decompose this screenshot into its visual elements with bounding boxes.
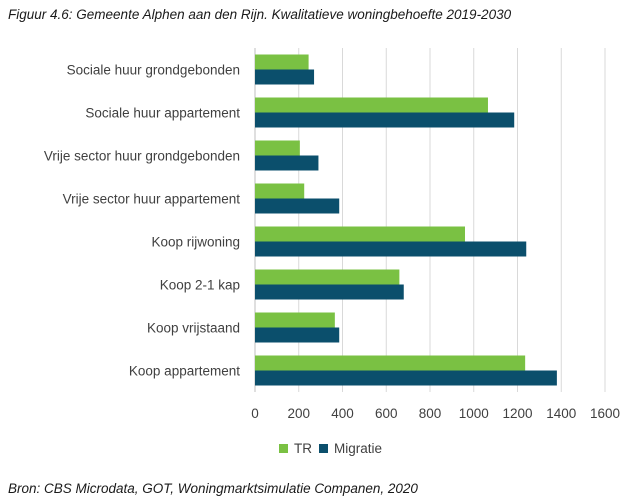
x-tick-label-600: 600 — [375, 406, 398, 421]
bar-migratie-7 — [255, 370, 557, 386]
bar-tr-3 — [255, 183, 305, 199]
y-category-label-1: Sociale huur appartement — [85, 106, 240, 121]
bar-tr-0 — [255, 54, 309, 70]
x-tick-label-800: 800 — [419, 406, 442, 421]
bar-migratie-4 — [255, 241, 527, 257]
bar-chart: 0 200 400 600 800 1000 1200 1400 1600 Sociale huu… — [44, 48, 620, 421]
y-category-label-7: Koop appartement — [129, 364, 240, 379]
figure-source: Bron: CBS Microdata, GOT, Woningmarktsim… — [8, 481, 418, 496]
bar-tr-1 — [255, 97, 488, 113]
y-category-label-6: Koop vrijstaand — [147, 321, 240, 336]
y-category-label-4: Koop rijwoning — [151, 235, 240, 250]
legend-swatch-migratie — [319, 444, 328, 453]
y-category-label-0: Sociale huur grondgebonden — [67, 63, 240, 78]
bar-migratie-1 — [255, 112, 515, 128]
legend-item-tr: TR — [279, 441, 312, 456]
legend-item-migratie: Migratie — [319, 441, 382, 456]
legend-label-migratie: Migratie — [334, 441, 383, 456]
y-category-label-5: Koop 2-1 kap — [160, 278, 240, 293]
bar-tr-7 — [255, 355, 526, 371]
x-tick-label-1600: 1600 — [590, 406, 620, 421]
y-category-label-3: Vrije sector huur appartement — [63, 192, 241, 207]
x-tick-label-400: 400 — [331, 406, 354, 421]
chart-legend: TR Migratie — [0, 441, 637, 461]
bar-tr-5 — [255, 269, 400, 285]
bar-tr-6 — [255, 312, 335, 328]
legend-swatch-tr — [279, 444, 288, 453]
bar-tr-4 — [255, 226, 465, 242]
figure-title: Figuur 4.6: Gemeente Alphen aan den Rijn… — [8, 7, 512, 22]
x-tick-label-200: 200 — [287, 406, 310, 421]
x-tick-label-1200: 1200 — [502, 406, 532, 421]
y-category-label-2: Vrije sector huur grondgebonden — [44, 149, 240, 164]
bar-tr-2 — [255, 140, 300, 156]
bar-migratie-6 — [255, 327, 340, 343]
bar-migratie-2 — [255, 155, 319, 171]
bar-migratie-5 — [255, 284, 404, 300]
bar-migratie-0 — [255, 69, 315, 85]
x-tick-label-1000: 1000 — [459, 406, 489, 421]
x-tick-label-0: 0 — [251, 406, 259, 421]
x-tick-label-1400: 1400 — [546, 406, 576, 421]
bar-migratie-3 — [255, 198, 340, 214]
legend-label-tr: TR — [294, 441, 312, 456]
